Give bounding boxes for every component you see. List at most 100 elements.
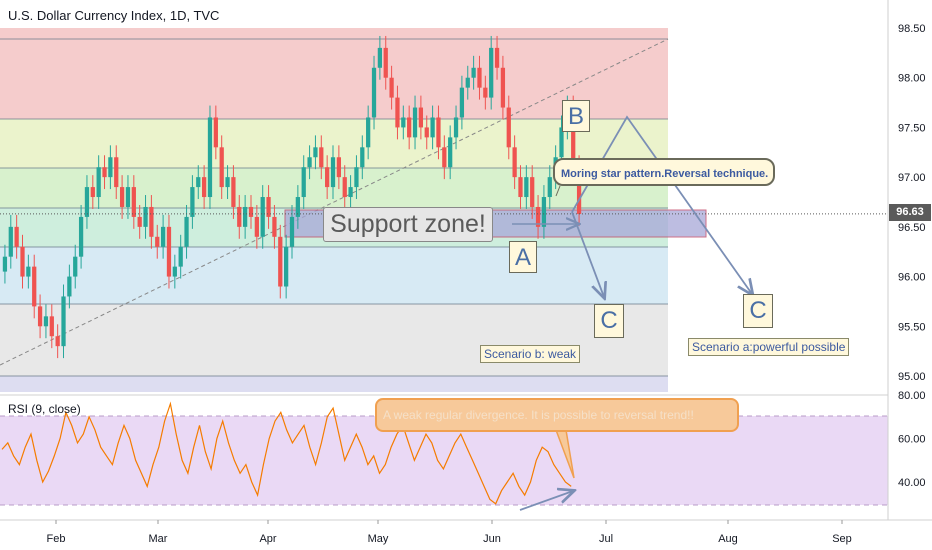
price-tick-label: 98.50 (898, 23, 926, 35)
rsi-divergence-arrow (519, 491, 573, 511)
scenario-a-label: Scenario a:powerful possible (688, 338, 850, 356)
candle-body (494, 47, 500, 68)
candle-body (49, 316, 54, 337)
candle-body (166, 226, 172, 277)
candle-body (576, 167, 582, 214)
candle-body (84, 187, 90, 217)
candle-body (342, 177, 347, 198)
candle-body (383, 47, 388, 78)
candle-body (131, 187, 136, 217)
candle-body (90, 187, 95, 198)
candle-body (248, 206, 254, 217)
candle-body (289, 216, 295, 247)
candle-body (412, 107, 418, 138)
candle-body (354, 167, 359, 188)
label-a: A (509, 241, 537, 273)
price-tick-label: 97.50 (898, 122, 926, 134)
fib-band (0, 28, 668, 119)
time-tick-label: Apr (259, 533, 276, 545)
rsi-title: RSI (9, close) (8, 402, 81, 416)
candle-body (325, 167, 330, 188)
price-tick-label: 96.50 (898, 222, 926, 234)
candle-body (219, 147, 224, 188)
candle-body (243, 206, 248, 227)
chart-title: U.S. Dollar Currency Index, 1D, TVC (8, 8, 220, 23)
candle-body (500, 67, 506, 108)
drawings (512, 115, 752, 511)
candle-body (330, 157, 336, 188)
candle-body (96, 167, 101, 198)
candle-body (547, 177, 552, 198)
candle-body (389, 77, 394, 98)
candle-body (201, 177, 207, 198)
candle-body (8, 226, 13, 257)
rsi-tick-label: 40.00 (898, 477, 926, 489)
candle-body (371, 67, 377, 118)
morning-star-callout: Moring star pattern.Reversal technique. (553, 158, 775, 186)
candle-body (407, 117, 412, 138)
candle-body (160, 226, 166, 247)
candle-body (149, 206, 154, 237)
candle-body (512, 147, 517, 178)
candle-body (119, 187, 125, 207)
fib-band (0, 304, 668, 376)
time-tick-label: Jun (483, 533, 501, 545)
candle-body (20, 246, 25, 277)
candle-body (395, 97, 400, 128)
candle-body (184, 216, 189, 247)
candle-body (26, 266, 31, 277)
candle-body (506, 107, 511, 148)
candle-body (489, 47, 494, 98)
candle-body (336, 157, 341, 178)
candle-body (401, 117, 406, 128)
candle-body (73, 256, 78, 277)
candle-body (14, 226, 19, 247)
candle-body (114, 157, 119, 188)
candlestick-series (0, 35, 888, 359)
price-tick-label: 95.50 (898, 321, 926, 333)
candle-body (483, 87, 488, 98)
time-tick-label: Aug (718, 533, 738, 545)
price-tick-label: 95.00 (898, 371, 926, 383)
candle-body (43, 316, 49, 327)
candle-body (366, 117, 371, 148)
candle-body (348, 187, 353, 198)
candle-body (377, 47, 383, 68)
time-axis: Feb Mar Apr May Jun Jul Aug Sep (0, 519, 932, 545)
scenario-b-label: Scenario b: weak (480, 345, 581, 363)
candle-body (301, 167, 306, 198)
candle-body (518, 177, 523, 198)
axis-bg (888, 0, 932, 550)
candle-body (225, 177, 230, 188)
time-tick-label: Mar (149, 533, 168, 545)
time-tick-label: Sep (832, 533, 852, 545)
time-tick-label: Feb (47, 533, 66, 545)
candle-body (453, 117, 459, 138)
candle-body (231, 177, 236, 207)
support-zone-label: Support zone! (323, 207, 493, 242)
candle-body (360, 147, 365, 168)
candle-body (32, 266, 37, 307)
label-c-scenario-a: C (743, 294, 773, 328)
candle-body (196, 177, 201, 188)
rsi-line (1, 401, 572, 505)
label-c-scenario-b: C (594, 304, 624, 338)
candle-body (137, 216, 142, 227)
candle-body (78, 216, 84, 257)
candle-body (477, 67, 482, 88)
fib-band (0, 247, 668, 304)
candle-body (535, 206, 541, 227)
candle-body (313, 147, 318, 158)
rsi-divergence-callout: A weak regular divergence. It is possibl… (375, 398, 739, 432)
candle-body (530, 177, 535, 207)
trend-line (0, 38, 669, 366)
callout-pointer (555, 185, 561, 197)
candle-body (37, 306, 43, 327)
price-tick-label: 97.00 (898, 172, 926, 184)
price-tick-label: 98.00 (898, 73, 926, 85)
candle-body (319, 147, 324, 168)
candle-body (178, 246, 183, 267)
time-tick-label: May (368, 533, 389, 545)
time-tick-label: Jul (599, 533, 613, 545)
rsi-tick-label: 80.00 (898, 390, 926, 402)
